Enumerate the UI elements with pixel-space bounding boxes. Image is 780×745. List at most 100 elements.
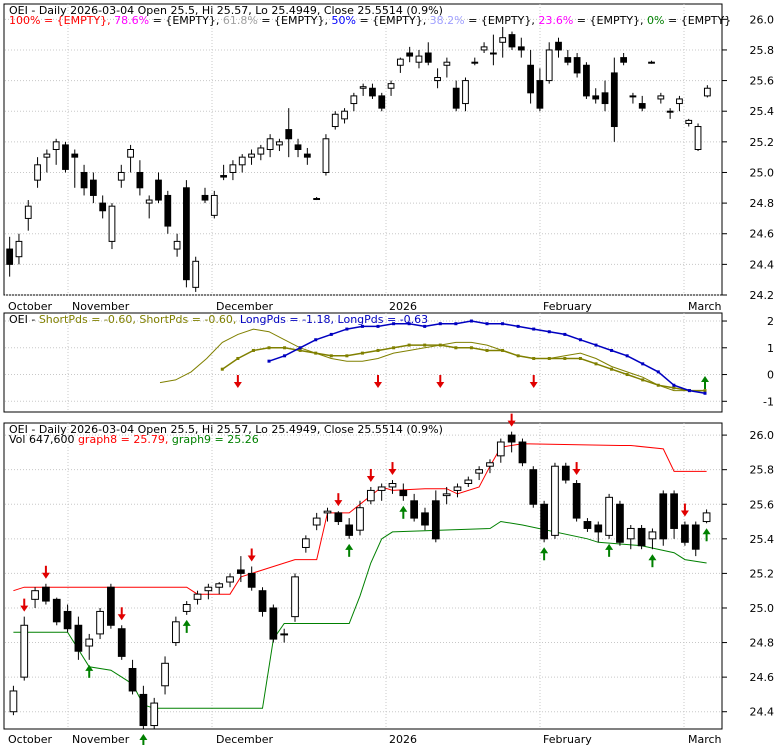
price-panel-frame — [3, 3, 723, 296]
candle — [62, 144, 69, 170]
series-point — [532, 327, 536, 331]
series-point — [438, 322, 442, 326]
x-tick-label: November — [72, 300, 130, 313]
candle — [276, 141, 283, 146]
series-point — [345, 354, 349, 358]
candle — [173, 240, 181, 250]
series-point — [703, 389, 707, 393]
candle — [681, 524, 689, 543]
candle — [594, 524, 603, 533]
series-point — [220, 367, 224, 371]
sell-arrow-icon — [366, 475, 375, 482]
series-point — [392, 322, 396, 326]
candle — [452, 87, 460, 109]
series-point — [345, 327, 349, 331]
buy-arrow-icon — [648, 554, 657, 561]
y-tick-label: 24.8 — [750, 197, 775, 210]
y-tick-label: 25.6 — [750, 75, 775, 88]
candle — [620, 57, 628, 63]
candle — [85, 638, 94, 647]
series-point — [376, 324, 380, 328]
series-point — [594, 362, 598, 366]
series-line — [159, 328, 705, 392]
x-tick-label: March — [688, 300, 722, 313]
candle — [127, 149, 134, 158]
candle — [15, 240, 23, 258]
series-point — [672, 383, 676, 387]
volume-panel-signals — [20, 413, 711, 745]
candle — [183, 187, 190, 281]
series-point — [610, 348, 614, 352]
buy-arrow-icon — [139, 734, 148, 740]
series-point — [501, 348, 505, 352]
candle — [396, 58, 404, 66]
y-tick-label: 26.0 — [750, 429, 775, 442]
candle — [464, 479, 473, 485]
candle — [359, 86, 367, 89]
candle — [518, 441, 527, 464]
buy-arrow-icon — [399, 505, 408, 512]
series-point — [298, 348, 302, 352]
candle — [529, 469, 538, 505]
series-point — [563, 356, 567, 360]
series-point — [407, 343, 411, 347]
sell-arrow-icon — [20, 605, 29, 612]
series-point — [423, 324, 427, 328]
candle — [536, 80, 544, 109]
candle — [237, 569, 245, 574]
candle — [471, 61, 479, 64]
series-point — [360, 351, 364, 355]
candle — [107, 586, 115, 626]
series-line — [221, 344, 705, 392]
series-point — [267, 359, 271, 363]
legend-entry: 0% — [644, 14, 665, 27]
candle — [507, 434, 516, 443]
candle — [71, 153, 79, 158]
legend-entry: 50% — [328, 14, 356, 27]
candle — [648, 61, 655, 64]
candle — [499, 37, 507, 43]
candle — [155, 179, 162, 201]
series-point — [454, 322, 458, 326]
y-tick-label: 1 — [767, 342, 774, 355]
oscillator-panel: 2 1 0 -1 OEI - ShortPds = -0.60, ShortPds =… — [3, 312, 774, 413]
series-point — [501, 322, 505, 326]
candle — [573, 57, 581, 74]
series-point — [516, 354, 520, 358]
x-tick-label: February — [543, 733, 592, 745]
legend-entry: = {EMPTY}, — [149, 14, 219, 27]
buy-arrow-icon — [701, 376, 709, 382]
candle — [248, 153, 255, 158]
oscillator-panel-yaxis: 2 1 0 -1 — [722, 315, 774, 408]
legend-entry: ShortPds = -0.60, — [136, 313, 237, 326]
series-point — [672, 386, 676, 390]
y-tick-label: 24.4 — [750, 258, 775, 271]
series-point — [625, 373, 629, 377]
candle — [52, 598, 61, 623]
candle — [369, 87, 376, 97]
candle — [545, 49, 553, 82]
candle — [226, 576, 234, 583]
y-tick-label: 25.0 — [750, 602, 775, 615]
series-point — [283, 354, 287, 358]
candle — [685, 119, 693, 124]
legend-entry: 100% = {EMPTY}, — [9, 14, 111, 27]
series-point — [656, 370, 660, 374]
sell-arrow-icon — [233, 382, 242, 388]
candle — [31, 590, 39, 600]
legend-entry: = {EMPTY}, — [258, 14, 328, 27]
y-tick-label: 25.4 — [750, 105, 775, 118]
candle — [666, 110, 674, 113]
candle — [99, 202, 107, 212]
y-tick-label: 25.2 — [750, 567, 775, 580]
candle — [201, 194, 209, 201]
series-point — [563, 332, 567, 336]
candle — [387, 83, 395, 89]
y-tick-label: 2 — [767, 315, 774, 328]
candle — [583, 521, 592, 529]
price-panel-grid — [5, 4, 720, 296]
buy-arrow-icon — [85, 664, 94, 671]
candle — [561, 465, 570, 481]
candle — [161, 662, 169, 687]
